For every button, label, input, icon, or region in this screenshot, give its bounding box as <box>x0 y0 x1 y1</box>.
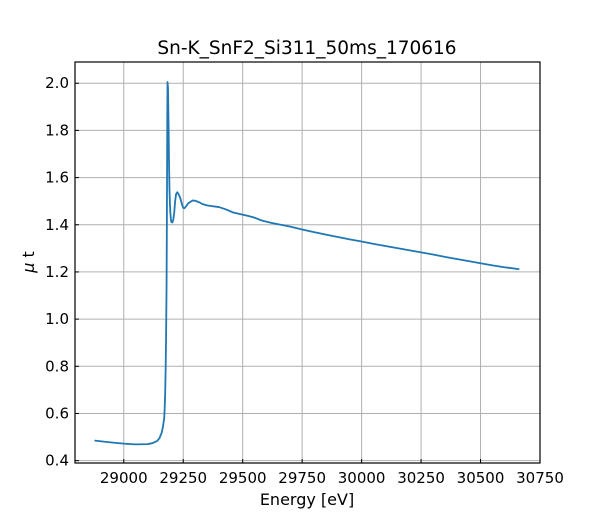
grid-lines <box>75 62 541 463</box>
y-tick-label: 2.0 <box>45 74 69 92</box>
y-tick-label: 1.2 <box>45 263 69 281</box>
y-tick-label: 1.4 <box>45 216 69 234</box>
y-tick-label: 1.0 <box>45 310 69 328</box>
x-tick-label: 29750 <box>278 469 326 487</box>
y-tick-label: 0.8 <box>45 357 69 375</box>
y-tick-label: 1.6 <box>45 169 69 187</box>
y-axis-label: μ t <box>19 251 38 274</box>
y-tick-label: 0.4 <box>45 452 69 470</box>
axis-ticks: 29000 29250 29500 29750 30000 30250 30500 30750… <box>45 74 564 487</box>
y-axis-label-variable: t <box>19 251 38 257</box>
chart-title: Sn-K_SnF2_Si311_50ms_170616 <box>157 38 456 59</box>
x-tick-label: 29250 <box>159 469 207 487</box>
x-tick-label: 30750 <box>516 469 564 487</box>
x-axis-label: Energy [eV] <box>260 490 354 509</box>
plot-frame <box>74 61 541 464</box>
spectrum-line <box>94 81 520 446</box>
y-tick-label: 0.6 <box>45 404 69 422</box>
x-tick-label: 30000 <box>338 469 386 487</box>
y-tick-label: 1.8 <box>45 121 69 139</box>
x-tick-label: 30250 <box>397 469 445 487</box>
x-tick-label: 29000 <box>100 469 148 487</box>
x-tick-label: 29500 <box>219 469 267 487</box>
y-axis-label-symbol: μ <box>19 263 38 274</box>
series-layer <box>94 81 520 446</box>
x-tick-label: 30500 <box>457 469 505 487</box>
